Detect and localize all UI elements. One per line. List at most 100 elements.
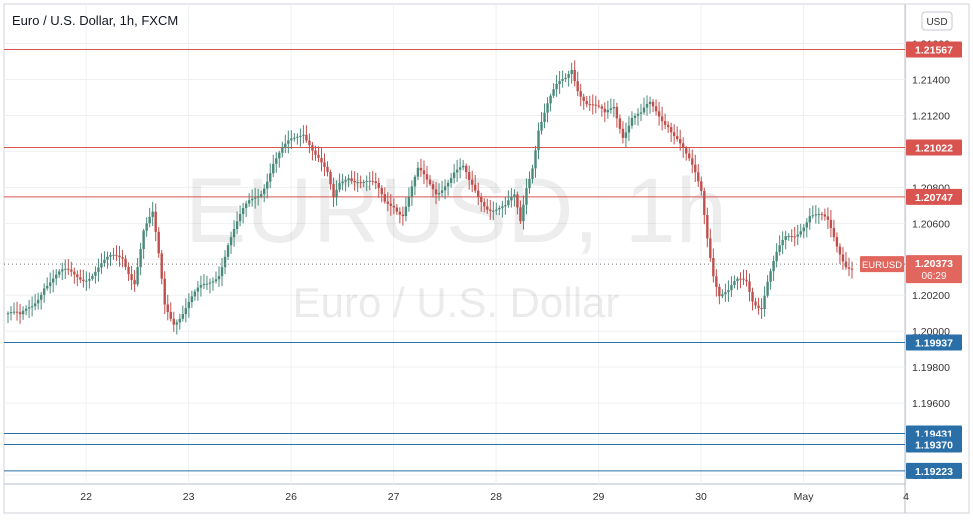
candle bbox=[211, 277, 215, 291]
candle bbox=[838, 243, 842, 265]
candle bbox=[501, 200, 504, 218]
candle bbox=[169, 302, 172, 322]
candle bbox=[618, 114, 622, 134]
candle bbox=[443, 179, 447, 200]
candle bbox=[718, 283, 721, 305]
currency-button[interactable]: USD bbox=[921, 11, 953, 31]
candle bbox=[582, 93, 585, 110]
candle bbox=[522, 195, 525, 230]
candle bbox=[474, 174, 477, 194]
candle bbox=[27, 299, 31, 318]
level-value: 1.20747 bbox=[915, 192, 953, 204]
candle bbox=[709, 228, 712, 262]
candle bbox=[299, 128, 302, 147]
candle bbox=[205, 275, 209, 291]
candle bbox=[374, 172, 377, 190]
candle bbox=[537, 122, 540, 160]
candle bbox=[272, 154, 275, 177]
candle bbox=[715, 269, 718, 297]
level-value: 1.19370 bbox=[915, 439, 953, 451]
candle bbox=[416, 161, 420, 181]
candle bbox=[609, 98, 613, 114]
candle bbox=[486, 198, 489, 214]
candle bbox=[386, 192, 389, 212]
candle bbox=[685, 146, 688, 161]
candle bbox=[106, 251, 109, 269]
candle bbox=[730, 276, 733, 297]
candle bbox=[564, 73, 567, 83]
candle bbox=[555, 75, 558, 97]
candle bbox=[392, 198, 396, 215]
candle bbox=[826, 207, 830, 230]
candle bbox=[49, 272, 52, 294]
candle bbox=[52, 269, 55, 293]
candle bbox=[154, 203, 157, 242]
candle bbox=[275, 152, 278, 173]
candle bbox=[133, 270, 136, 292]
candle bbox=[247, 193, 251, 208]
time-axis[interactable]: 22 23 26 27 28 29 30 May 4 bbox=[80, 491, 909, 503]
candle bbox=[739, 272, 742, 289]
x-tick-label: 23 bbox=[183, 491, 195, 503]
candle bbox=[305, 125, 308, 143]
candle bbox=[835, 232, 839, 253]
candle bbox=[483, 198, 486, 213]
candle bbox=[64, 259, 67, 279]
candle bbox=[18, 304, 22, 324]
candle bbox=[58, 269, 61, 278]
candle bbox=[362, 179, 365, 188]
candle bbox=[778, 235, 781, 256]
x-tick-label: 28 bbox=[490, 491, 502, 503]
symbol-tag-text: EURUSD bbox=[862, 260, 902, 271]
candle bbox=[603, 102, 607, 123]
candle-countdown: 06:29 bbox=[921, 271, 946, 282]
candle bbox=[353, 171, 356, 191]
candle bbox=[669, 122, 673, 142]
candle bbox=[419, 158, 423, 177]
candle bbox=[24, 305, 28, 316]
candle bbox=[498, 205, 501, 216]
level-value: 1.21567 bbox=[915, 44, 953, 56]
candle bbox=[235, 211, 239, 235]
candle bbox=[513, 189, 516, 207]
candle bbox=[799, 223, 802, 238]
candle bbox=[467, 165, 471, 190]
candle bbox=[766, 275, 769, 298]
resistance-line-label: 1.20747 bbox=[906, 188, 962, 205]
candle bbox=[648, 96, 652, 114]
candle bbox=[694, 154, 697, 182]
candle bbox=[700, 176, 703, 196]
candle bbox=[492, 201, 495, 221]
candle bbox=[645, 95, 649, 116]
candle bbox=[142, 228, 145, 259]
x-tick-label: May bbox=[794, 491, 815, 503]
candle bbox=[317, 146, 320, 163]
candle bbox=[567, 70, 570, 87]
candle bbox=[534, 145, 537, 178]
candle bbox=[36, 292, 40, 310]
candle bbox=[407, 187, 411, 212]
candle bbox=[380, 185, 383, 203]
candle bbox=[365, 175, 368, 192]
candle bbox=[320, 148, 323, 172]
candle bbox=[269, 163, 272, 189]
candle bbox=[97, 258, 100, 282]
candle bbox=[214, 271, 218, 284]
candle bbox=[727, 280, 730, 302]
candle bbox=[489, 199, 492, 221]
candle bbox=[446, 179, 450, 196]
candle bbox=[85, 271, 88, 291]
candle bbox=[67, 259, 70, 275]
candle bbox=[751, 287, 754, 311]
candle bbox=[621, 121, 625, 144]
candle bbox=[525, 178, 528, 215]
candle bbox=[636, 108, 640, 126]
candle bbox=[401, 206, 405, 226]
candle bbox=[395, 203, 399, 215]
candle bbox=[455, 159, 459, 183]
candle bbox=[208, 278, 212, 294]
candle bbox=[748, 273, 751, 302]
candle bbox=[546, 97, 549, 123]
candle bbox=[196, 281, 200, 301]
